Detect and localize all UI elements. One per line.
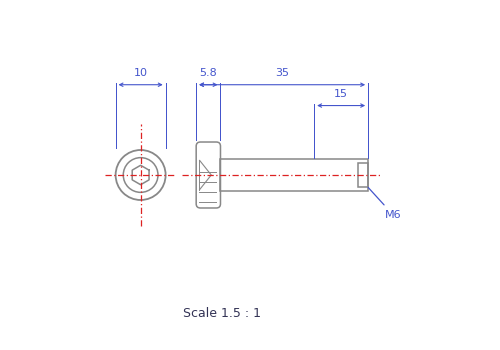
Text: Scale 1.5 : 1: Scale 1.5 : 1 xyxy=(183,307,261,320)
Text: 5.8: 5.8 xyxy=(200,69,217,78)
Text: 35: 35 xyxy=(275,69,289,78)
Text: 15: 15 xyxy=(334,89,348,99)
Text: 10: 10 xyxy=(134,69,147,78)
Text: M6: M6 xyxy=(368,188,402,220)
Bar xyxy=(220,159,368,191)
Bar xyxy=(358,163,368,187)
